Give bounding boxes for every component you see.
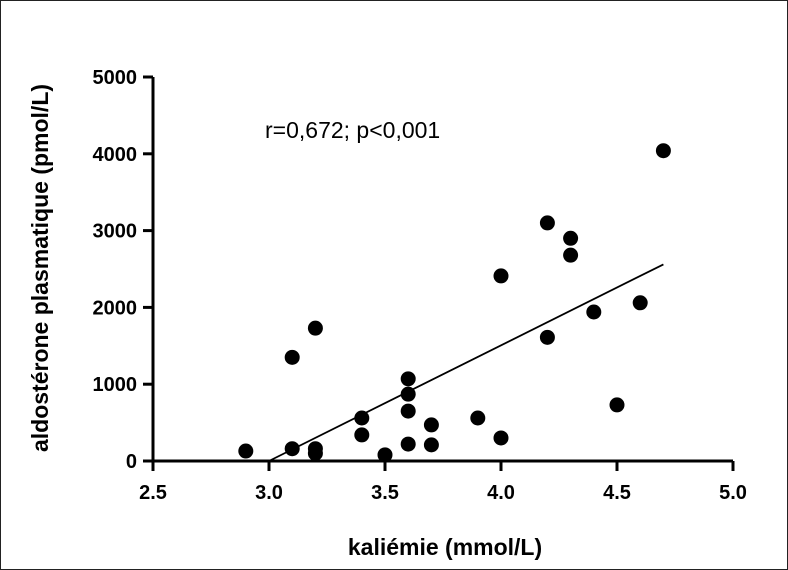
- data-point: [238, 443, 254, 459]
- x-tick-label: 4.0: [487, 482, 515, 504]
- y-tick-label: 0: [126, 451, 137, 473]
- data-point: [400, 371, 416, 387]
- y-axis-title: aldostérone plasmatique (pmol/L): [27, 84, 53, 452]
- data-points: [238, 143, 671, 463]
- y-tick-label: 3000: [93, 221, 138, 243]
- regression-line: [268, 263, 664, 462]
- data-point: [423, 417, 439, 433]
- data-point: [284, 441, 300, 457]
- x-tick-label: 2.5: [139, 482, 167, 504]
- y-tick-label: 1000: [93, 374, 138, 396]
- x-axis-title: kaliémie (mmol/L): [348, 534, 542, 560]
- data-point: [423, 437, 439, 453]
- data-point: [632, 295, 648, 311]
- regression-line-group: [268, 263, 664, 462]
- data-point: [563, 230, 579, 246]
- x-tick-label: 5.0: [719, 482, 747, 504]
- data-point: [354, 410, 370, 426]
- data-point: [586, 304, 602, 320]
- ticks: 2.5 3.0 3.5 4.0 4.5 5.0 0 1000 2000 3000 4000 5000: [93, 67, 747, 504]
- data-point: [609, 397, 625, 413]
- data-point: [400, 403, 416, 419]
- x-tick-label: 3.5: [371, 482, 399, 504]
- data-point: [539, 329, 555, 345]
- y-tick-label: 5000: [93, 67, 138, 89]
- data-point: [284, 349, 300, 365]
- correlation-annotation: r=0,672; p<0,001: [265, 117, 440, 143]
- data-point: [377, 447, 393, 463]
- data-point: [493, 268, 509, 284]
- x-tick-label: 4.5: [603, 482, 631, 504]
- axes: [151, 77, 733, 463]
- data-point: [539, 215, 555, 231]
- data-point: [400, 436, 416, 452]
- data-point: [307, 320, 323, 336]
- y-tick-label: 2000: [93, 297, 138, 319]
- data-point: [400, 386, 416, 402]
- data-point: [354, 427, 370, 443]
- data-point: [493, 430, 509, 446]
- data-point: [307, 445, 323, 461]
- y-tick-label: 4000: [93, 144, 138, 166]
- data-point: [470, 410, 486, 426]
- x-tick-label: 3.0: [255, 482, 283, 504]
- data-point: [563, 247, 579, 263]
- data-point: [655, 143, 671, 159]
